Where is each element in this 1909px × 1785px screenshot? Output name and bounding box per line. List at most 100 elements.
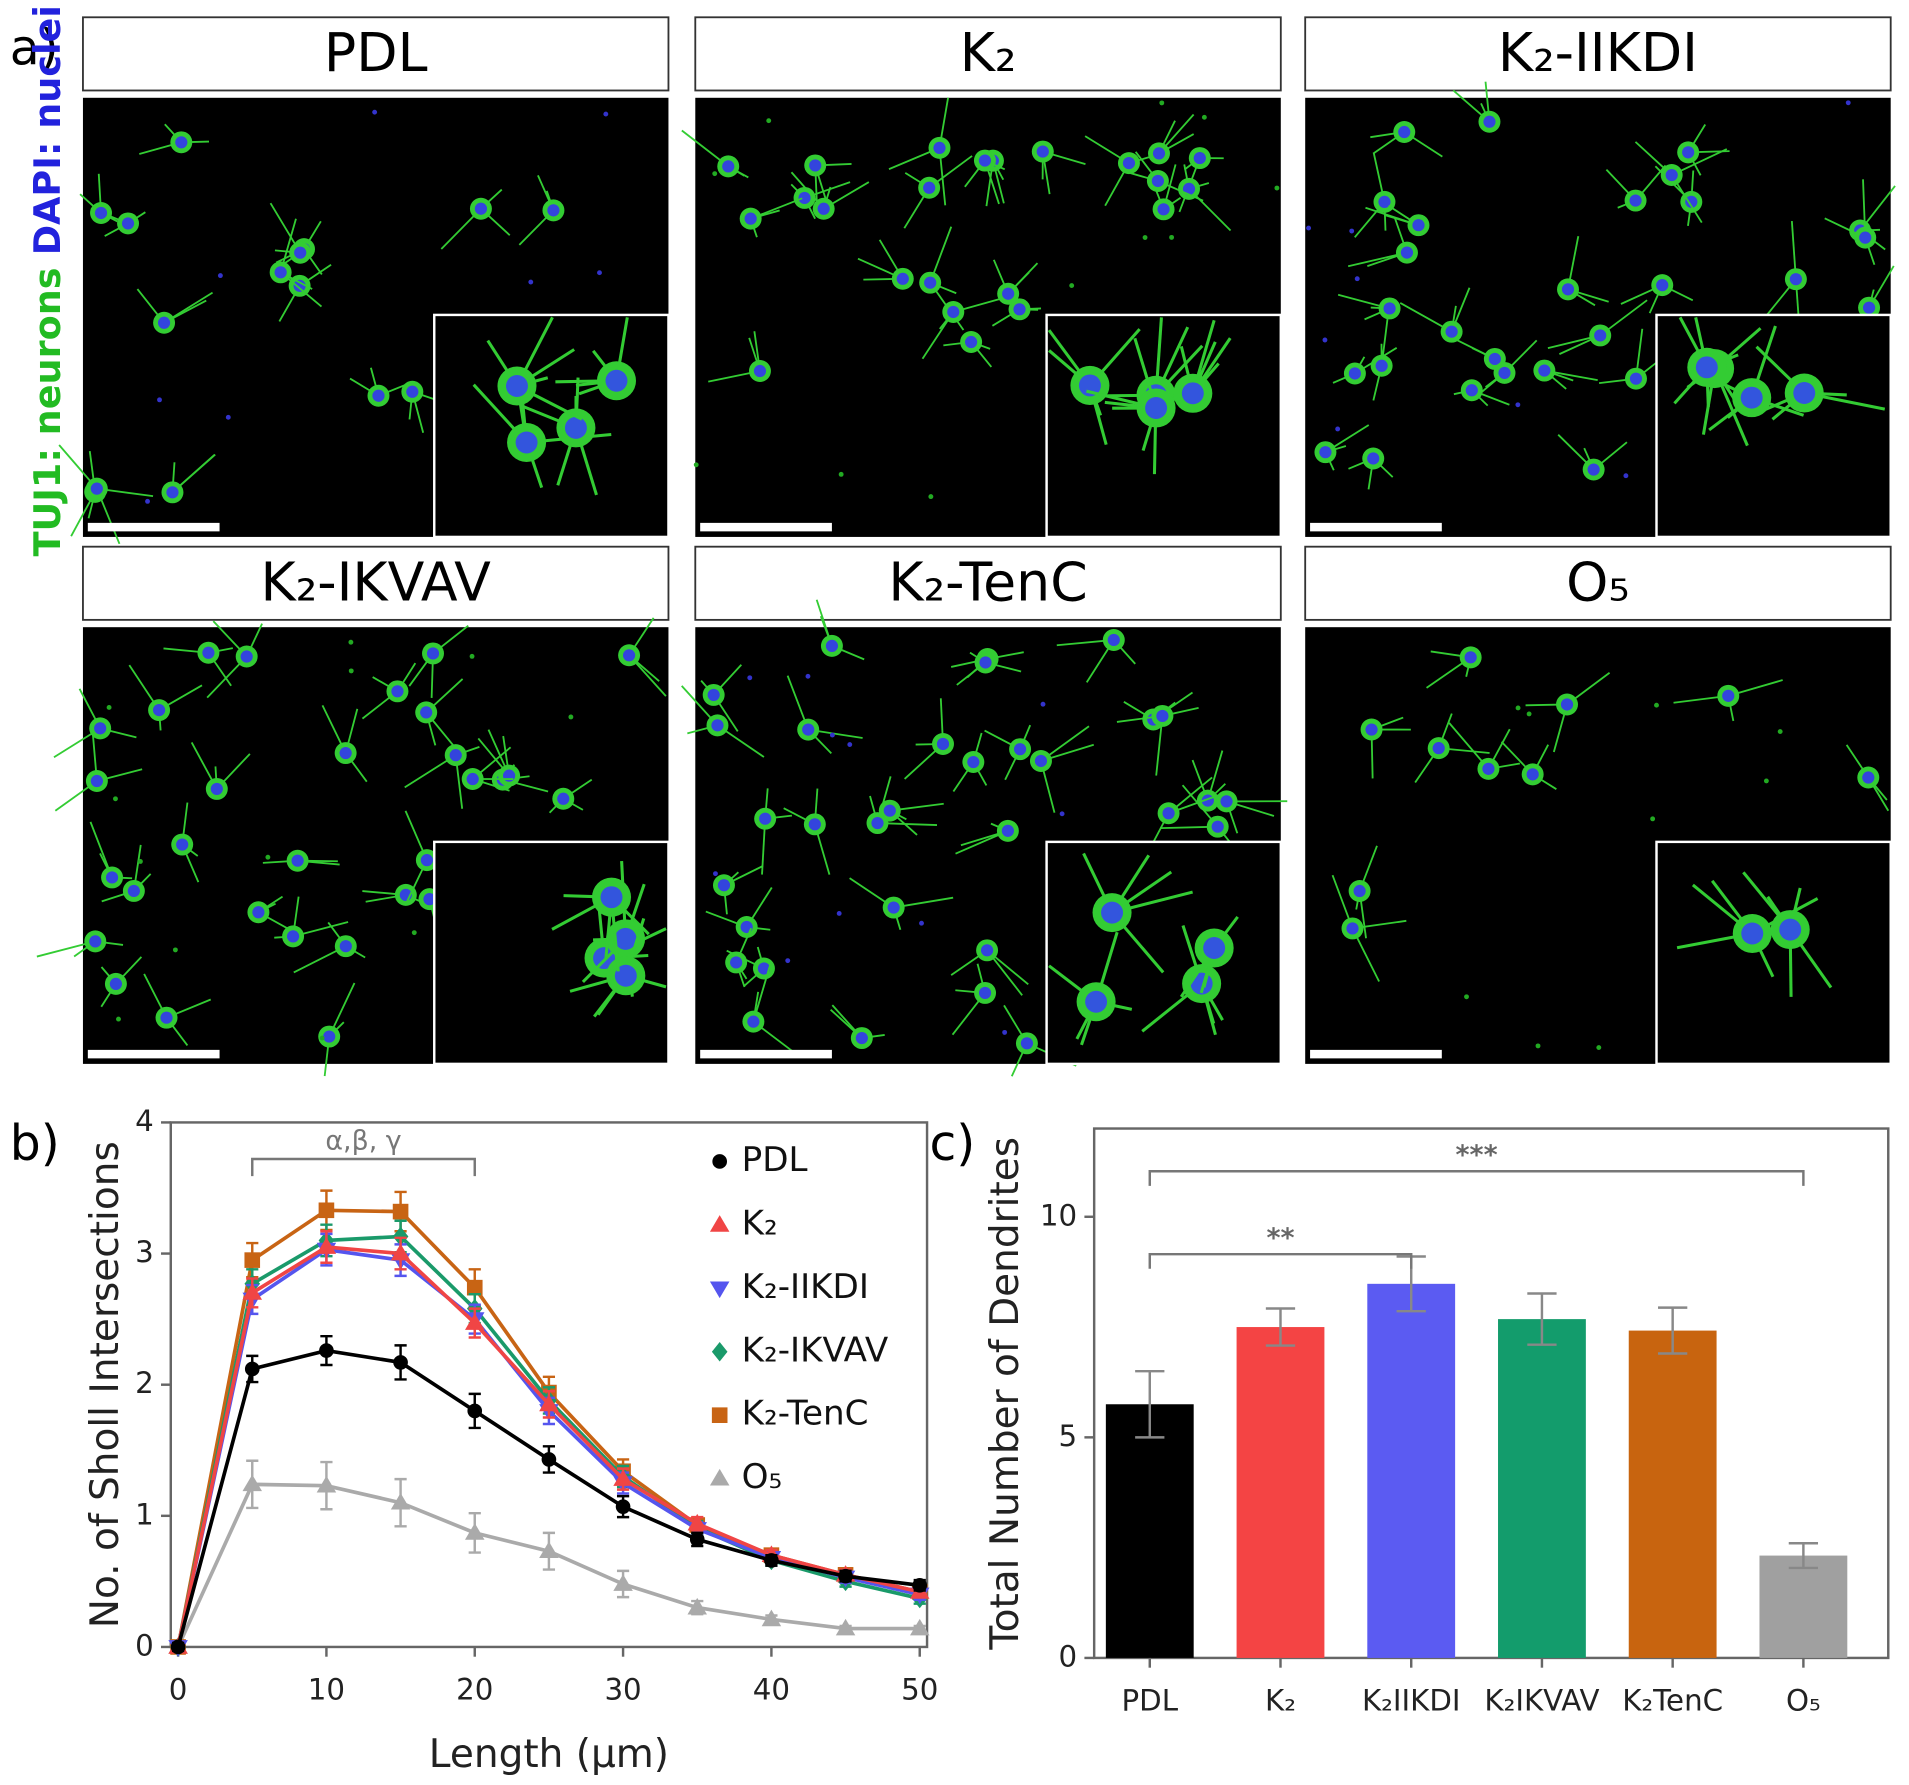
y-tick-label: 1	[135, 1497, 154, 1531]
dot	[1763, 778, 1769, 784]
dot	[1535, 1043, 1541, 1049]
dot	[1515, 705, 1521, 711]
panel-label: c)	[929, 1115, 975, 1172]
nucleus	[1078, 374, 1101, 397]
dot	[712, 171, 718, 177]
nucleus	[817, 202, 830, 215]
dot	[137, 859, 143, 864]
marker	[392, 1203, 409, 1220]
x-tick-label: O₅	[1786, 1683, 1821, 1717]
legend-label: PDL	[742, 1140, 808, 1180]
nucleus	[1789, 273, 1802, 286]
nucleus	[933, 141, 946, 154]
nucleus	[1378, 195, 1391, 208]
y-tick-label: 0	[1058, 1639, 1077, 1673]
nucleus	[1862, 771, 1875, 784]
dot	[172, 947, 178, 953]
legend-marker	[709, 1281, 730, 1299]
stain-blue: DAPI: nuclei	[25, 5, 68, 255]
nucleus	[89, 935, 102, 948]
x-tick-label: PDL	[1122, 1683, 1179, 1717]
dot	[836, 911, 842, 916]
bar	[1236, 1327, 1325, 1658]
nucleus	[90, 482, 103, 495]
nucleus	[1203, 937, 1226, 959]
micrograph	[58, 97, 670, 545]
dot	[319, 1035, 325, 1041]
nucleus	[707, 688, 720, 702]
nucleus	[564, 416, 587, 439]
nucleus	[1560, 698, 1574, 711]
nucleus	[740, 920, 753, 934]
nucleus	[744, 212, 757, 225]
nucleus	[1682, 146, 1695, 159]
marker	[244, 1252, 261, 1268]
nucleus	[1157, 203, 1170, 216]
image-title: K₂-IIKDI	[1498, 21, 1698, 84]
error-bar	[1658, 1306, 1688, 1355]
marker	[464, 1523, 485, 1540]
dot	[1002, 1029, 1008, 1035]
nucleus	[1151, 174, 1164, 188]
nucleus	[293, 279, 306, 292]
nucleus	[1319, 446, 1332, 459]
marker	[318, 1202, 335, 1219]
annotation: α,β, γ	[325, 1125, 401, 1156]
nucleus	[1101, 901, 1124, 924]
nucleus	[1561, 283, 1575, 296]
marker	[687, 1597, 708, 1615]
nucleus	[547, 204, 560, 217]
error-bar	[1527, 1292, 1557, 1346]
dot	[157, 397, 162, 403]
marker	[467, 1403, 483, 1419]
nucleus	[1862, 301, 1876, 314]
dot	[106, 705, 112, 710]
nucleus	[1587, 463, 1600, 476]
nucleus	[798, 191, 811, 205]
nucleus	[1483, 115, 1496, 128]
nucleus	[923, 181, 936, 194]
inset	[1655, 840, 1892, 1066]
x-tick-label: 50	[901, 1672, 938, 1706]
nucleus	[757, 962, 771, 975]
image-title: O₅	[1566, 550, 1630, 613]
nucleus	[1793, 382, 1816, 405]
nucleus	[121, 217, 135, 230]
nucleus	[152, 703, 166, 717]
nucleus	[160, 1011, 173, 1024]
dot	[116, 1016, 121, 1022]
nucleus	[1656, 279, 1669, 292]
dot	[1845, 100, 1851, 106]
micrograph	[681, 599, 1288, 1077]
nucleus	[593, 947, 616, 970]
y-tick-label: 2	[135, 1366, 154, 1400]
nucleus	[717, 879, 731, 892]
nucleus	[871, 816, 884, 830]
marker	[464, 1313, 485, 1330]
legend-label: K₂-TenC	[742, 1394, 869, 1434]
x-tick-label: K₂	[1265, 1683, 1296, 1717]
nucleus	[557, 792, 570, 805]
y-axis-label: No. of Sholl Intersections	[83, 1141, 128, 1628]
dot	[1040, 701, 1046, 707]
nucleus	[94, 722, 107, 735]
image-header	[694, 16, 1282, 92]
series	[170, 1334, 928, 1655]
nucleus	[965, 335, 978, 349]
nucleus	[809, 159, 822, 172]
nucleus	[1107, 633, 1120, 647]
nucleus	[1412, 219, 1425, 232]
significance-label: **	[1266, 1223, 1294, 1254]
marker	[390, 1243, 411, 1261]
marker	[615, 1499, 631, 1514]
nucleus	[1036, 145, 1049, 158]
nucleus	[924, 276, 937, 289]
nucleus	[505, 375, 528, 397]
series	[168, 1459, 930, 1654]
nucleus	[1445, 325, 1458, 338]
image-title: K₂	[960, 21, 1017, 84]
image-title: PDL	[324, 21, 428, 84]
dot	[928, 494, 934, 500]
nucleus	[1695, 356, 1718, 379]
marker	[466, 1279, 483, 1296]
